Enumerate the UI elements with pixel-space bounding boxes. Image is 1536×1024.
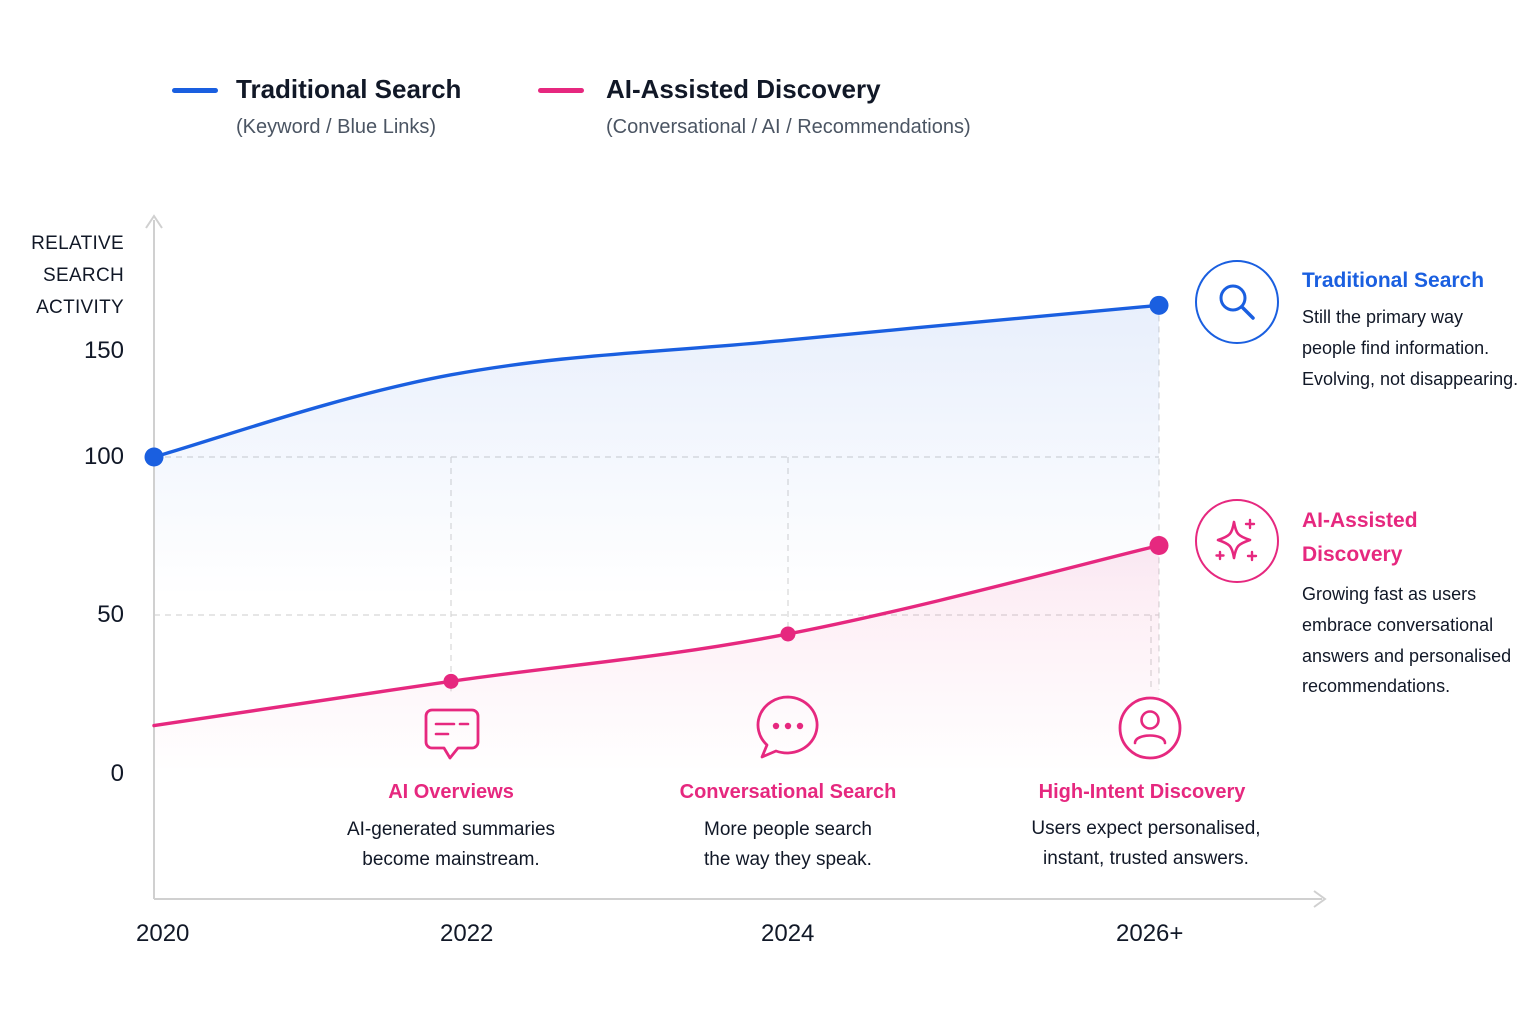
user-icon xyxy=(1117,695,1183,761)
milestone-line-conversational-1: More people search xyxy=(704,819,872,840)
xtick-2024: 2024 xyxy=(761,920,815,947)
ylabel-line-3: ACTIVITY xyxy=(36,297,124,318)
ylabel-line-2: SEARCH xyxy=(43,265,124,286)
ytick-50: 50 xyxy=(97,601,124,628)
ytick-100: 100 xyxy=(83,443,124,470)
legend-subtitle-traditional: (Keyword / Blue Links) xyxy=(236,116,437,138)
point-traditional-2020 xyxy=(144,447,164,467)
milestone-line-high-intent-2: instant, trusted answers. xyxy=(1043,848,1249,869)
side-line-ai-2: embrace conversational xyxy=(1302,615,1494,635)
milestone-line-ai-overviews-2: become mainstream. xyxy=(362,849,540,870)
x-axis-arrow xyxy=(1313,890,1327,908)
series-line-traditional xyxy=(152,303,1161,459)
ylabel-line-1: RELATIVE xyxy=(31,233,124,254)
search-icon xyxy=(1195,260,1279,344)
point-traditional-2026 xyxy=(1149,295,1169,315)
sparkle-icon xyxy=(1195,499,1279,583)
milestone-line-high-intent-1: Users expect personalised, xyxy=(1031,818,1261,839)
point-ai-2026 xyxy=(1149,535,1169,555)
speech-bubble-icon xyxy=(754,693,822,761)
side-line-ai-4: recommendations. xyxy=(1302,676,1451,696)
side-title-ai-2: Discovery xyxy=(1302,543,1403,566)
side-line-ai-3: answers and personalised xyxy=(1302,646,1512,666)
side-title-ai-1: AI-Assisted xyxy=(1302,509,1418,532)
legend-title-ai: AI-Assisted Discovery xyxy=(606,74,881,104)
legend-swatch-traditional xyxy=(172,88,218,93)
area-traditional xyxy=(154,305,1159,597)
legend-swatch-ai xyxy=(538,88,584,93)
ytick-150: 150 xyxy=(83,337,124,364)
side-line-traditional-3: Evolving, not disappearing. xyxy=(1302,369,1519,389)
xtick-2026: 2026+ xyxy=(1116,920,1184,947)
y-axis-arrow xyxy=(145,214,163,229)
legend-subtitle-ai: (Conversational / AI / Recommendations) xyxy=(606,116,971,138)
milestone-title-conversational: Conversational Search xyxy=(679,781,897,803)
side-title-traditional: Traditional Search xyxy=(1302,269,1485,292)
xtick-2022: 2022 xyxy=(440,920,494,947)
milestone-title-ai-overviews: AI Overviews xyxy=(388,781,514,803)
area-ai xyxy=(154,545,1159,773)
side-line-traditional-2: people find information. xyxy=(1302,338,1490,358)
milestone-line-ai-overviews-1: AI-generated summaries xyxy=(346,819,556,840)
xtick-2020: 2020 xyxy=(136,920,190,947)
ytick-0: 0 xyxy=(110,760,124,787)
side-line-traditional-1: Still the primary way xyxy=(1302,307,1464,327)
side-line-ai-1: Growing fast as users xyxy=(1302,584,1477,604)
legend-title-traditional: Traditional Search xyxy=(236,74,462,104)
milestone-title-high-intent: High-Intent Discovery xyxy=(1038,781,1246,803)
point-ai-2024 xyxy=(780,626,796,642)
point-ai-2022 xyxy=(443,673,459,689)
series-line-ai xyxy=(152,543,1161,728)
milestone-line-conversational-2: the way they speak. xyxy=(704,849,872,870)
chat-summary-icon xyxy=(422,704,482,764)
